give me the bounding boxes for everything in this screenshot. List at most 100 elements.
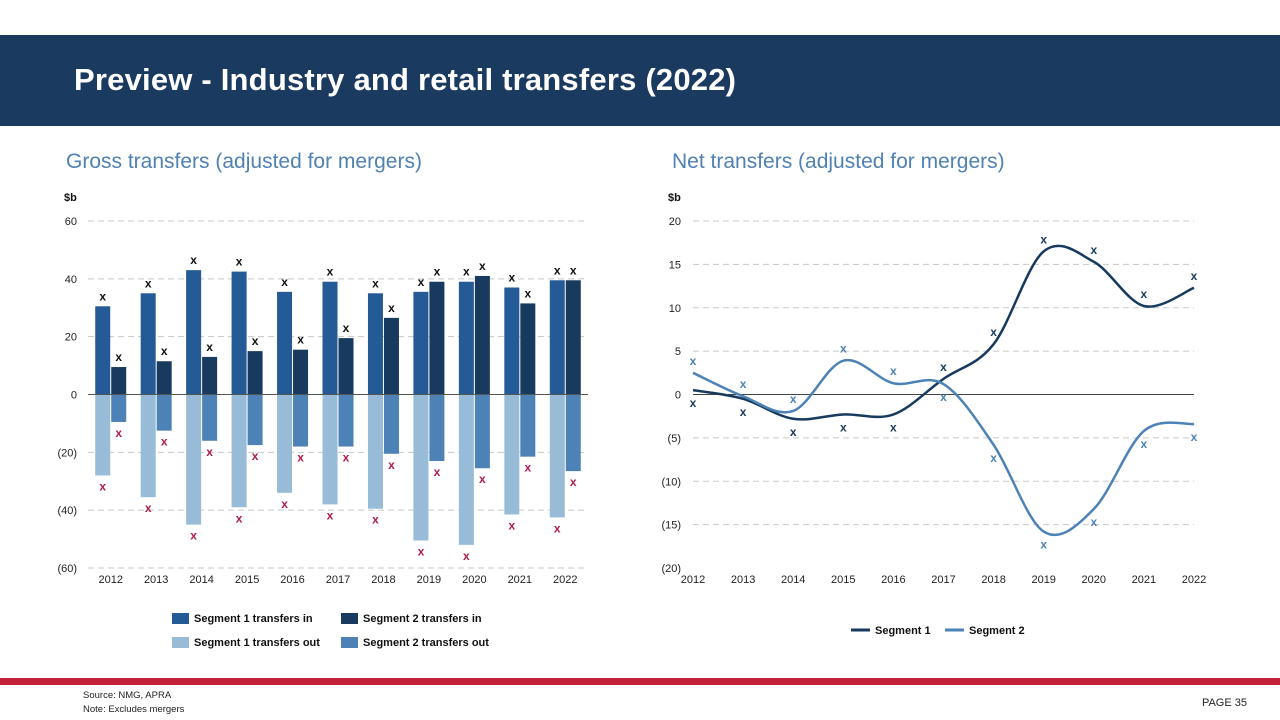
y-tick-label: 5: [675, 346, 681, 358]
bar-seg1-in: [367, 293, 383, 395]
bar-seg1-out: [322, 394, 338, 505]
x-tick-label: 2015: [831, 574, 855, 586]
page-title: Preview - Industry and retail transfers …: [74, 62, 737, 97]
point-label: x: [1141, 287, 1148, 301]
bar-seg2-in: [383, 317, 399, 395]
line-segment-1: [692, 244, 1195, 421]
x-tick-label: 2022: [553, 574, 577, 586]
gross-transfers-chart: 6040200(20)(40)(60)$bxxxx2012xxxx2013xxx…: [57, 192, 588, 649]
legend-label: Segment 1 transfers in: [194, 613, 313, 625]
x-tick-label: 2021: [1132, 574, 1156, 586]
data-label: x: [281, 275, 288, 289]
legend-swatch: [172, 637, 189, 648]
data-label: x: [434, 265, 441, 279]
point-label: x: [1090, 515, 1097, 529]
bar-seg1-in: [231, 271, 247, 395]
bar-seg2-out: [429, 394, 445, 462]
y-tick-label: (40): [57, 505, 77, 517]
bar-seg1-out: [504, 394, 520, 515]
x-tick-label: 2013: [144, 574, 168, 586]
bar-seg1-in: [413, 291, 429, 395]
point-label: x: [690, 354, 697, 368]
net-chart-title: Net transfers (adjusted for mergers): [672, 150, 1005, 173]
data-label: x: [554, 263, 561, 277]
y-tick-label: 0: [675, 390, 681, 402]
bar-seg2-in: [429, 281, 445, 395]
legend-label: Segment 1: [875, 625, 931, 637]
point-label: x: [990, 451, 997, 465]
point-label: x: [1090, 243, 1097, 257]
data-label: x: [508, 519, 515, 533]
point-label: x: [1191, 430, 1198, 444]
bar-seg2-out: [111, 394, 127, 422]
legend-swatch: [341, 613, 358, 624]
x-tick-label: 2016: [881, 574, 905, 586]
bar-seg2-in: [293, 349, 309, 395]
data-label: x: [252, 449, 259, 463]
bar-seg2-in: [474, 275, 490, 395]
data-label: x: [479, 259, 486, 273]
bar-seg2-in: [338, 338, 354, 395]
legend-label: Segment 1 transfers out: [194, 637, 320, 649]
x-tick-label: 2012: [98, 574, 122, 586]
x-tick-label: 2017: [326, 574, 350, 586]
gross-chart-title: Gross transfers (adjusted for mergers): [66, 150, 422, 173]
y-tick-label: 10: [669, 303, 681, 315]
data-label: x: [463, 549, 470, 563]
x-tick-label: 2014: [189, 574, 213, 586]
legend-swatch: [172, 613, 189, 624]
data-label: x: [479, 472, 486, 486]
bar-seg1-in: [549, 280, 565, 395]
bar-seg1-in: [186, 270, 202, 395]
point-label: x: [790, 425, 797, 439]
bar-seg2-out: [474, 394, 490, 469]
point-label: x: [890, 364, 897, 378]
data-label: x: [418, 275, 425, 289]
data-label: x: [388, 301, 395, 315]
bar-seg2-out: [383, 394, 399, 454]
bar-seg1-in: [277, 291, 293, 395]
x-tick-label: 2012: [681, 574, 705, 586]
data-label: x: [327, 265, 334, 279]
x-tick-label: 2021: [508, 574, 532, 586]
source-note: Source: NMG, APRA: [83, 690, 172, 701]
data-label: x: [115, 350, 122, 364]
data-label: x: [508, 271, 515, 285]
y-tick-label: 20: [669, 216, 681, 228]
bar-seg2-out: [247, 394, 263, 446]
y-tick-label: 0: [71, 390, 77, 402]
bar-seg1-in: [504, 287, 520, 395]
data-label: x: [99, 289, 106, 303]
y-tick-label: (5): [668, 433, 681, 445]
legend-swatch: [341, 637, 358, 648]
y-tick-label: (20): [57, 447, 77, 459]
y-tick-label: (10): [661, 476, 681, 488]
data-label: x: [145, 276, 152, 290]
point-label: x: [740, 405, 747, 419]
data-label: x: [372, 513, 379, 527]
y-tick-label: 40: [65, 274, 77, 286]
y-axis-label: $b: [668, 192, 681, 204]
y-tick-label: (20): [661, 563, 681, 575]
page-number: PAGE 35: [1201, 697, 1247, 709]
data-label: x: [388, 458, 395, 472]
bar-seg2-out: [565, 394, 581, 472]
data-label: x: [236, 511, 243, 525]
data-label: x: [206, 340, 213, 354]
y-tick-label: 20: [65, 332, 77, 344]
data-label: x: [524, 461, 531, 475]
bar-seg1-in: [322, 281, 338, 395]
bar-seg1-out: [549, 394, 565, 518]
y-tick-label: (15): [661, 520, 681, 532]
x-tick-label: 2018: [371, 574, 395, 586]
y-tick-label: (60): [57, 563, 77, 575]
point-label: x: [790, 392, 797, 406]
point-label: x: [1040, 538, 1047, 552]
bar-seg2-in: [111, 367, 127, 395]
x-tick-label: 2014: [781, 574, 805, 586]
data-label: x: [297, 451, 304, 465]
data-label: x: [252, 334, 259, 348]
data-label: x: [463, 265, 470, 279]
data-label: x: [570, 263, 577, 277]
bar-seg1-out: [186, 394, 202, 525]
